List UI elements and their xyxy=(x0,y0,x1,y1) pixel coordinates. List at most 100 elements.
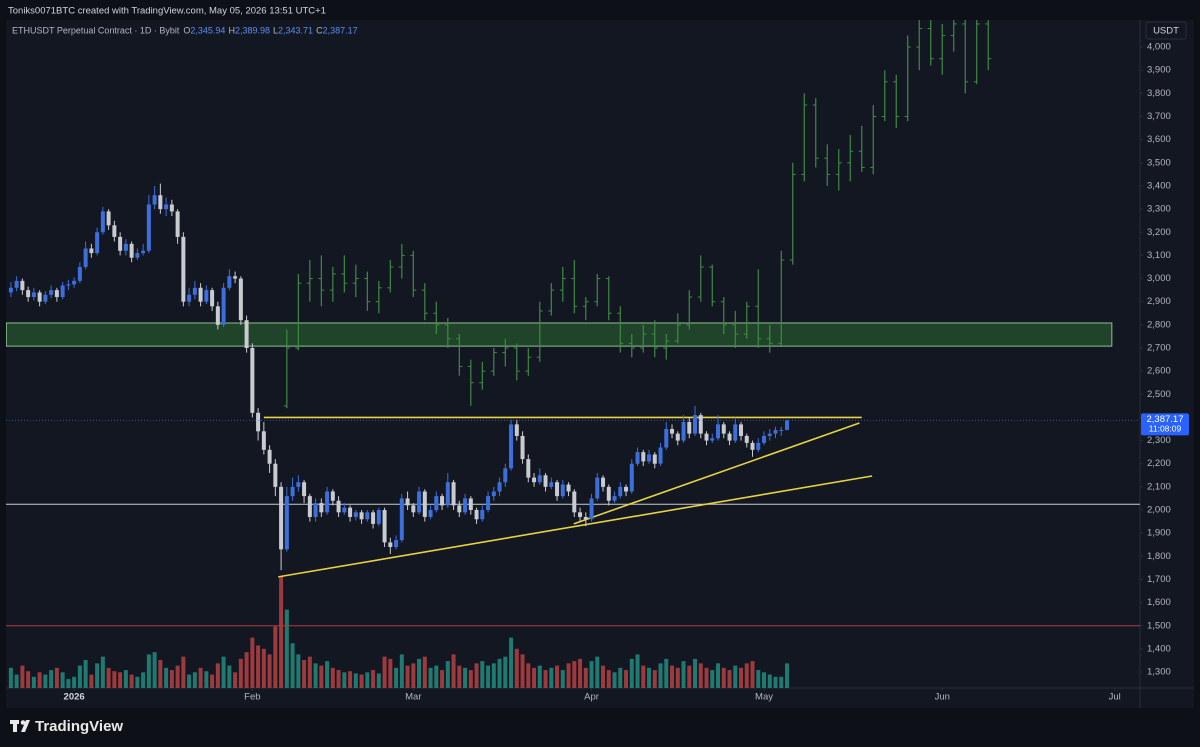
volume-bar xyxy=(428,667,433,688)
x-tick-label: Apr xyxy=(584,692,599,703)
candle-body xyxy=(250,347,255,413)
brand: TradingView xyxy=(35,718,123,735)
volume-bar xyxy=(66,679,71,688)
volume-bar xyxy=(721,667,726,688)
candle-body xyxy=(106,211,111,226)
candle-body xyxy=(555,482,560,497)
volume-bar xyxy=(664,658,669,688)
y-tick-label: 3,400 xyxy=(1147,180,1171,191)
candle-body xyxy=(313,503,318,517)
volume-bar xyxy=(382,656,387,688)
candle-body xyxy=(468,498,473,511)
volume-bar xyxy=(238,658,243,688)
candle-body xyxy=(739,424,744,436)
candle-body xyxy=(169,204,174,212)
candle-body xyxy=(388,542,393,548)
volume-bar xyxy=(405,665,410,688)
candle-body xyxy=(279,486,284,550)
volume-bar xyxy=(353,673,358,688)
candle-body xyxy=(371,512,376,524)
candle-body xyxy=(612,496,617,501)
volume-bar xyxy=(60,672,65,688)
volume-bar xyxy=(606,670,611,688)
volume-bar xyxy=(100,656,105,688)
trend-line xyxy=(278,475,873,578)
volume-bar xyxy=(164,667,169,688)
currency: USDT xyxy=(1153,26,1179,37)
candle-body xyxy=(566,484,571,492)
volume-bar xyxy=(284,609,289,688)
volume-bar xyxy=(330,667,335,688)
volume-bar xyxy=(43,674,48,688)
volume-bar xyxy=(486,665,491,688)
candle-body xyxy=(112,225,117,237)
candle-body xyxy=(451,482,456,506)
candle-body xyxy=(560,484,565,497)
candle-body xyxy=(744,435,749,443)
candle-body xyxy=(54,290,59,298)
volume-bar xyxy=(652,670,657,688)
volume-bar xyxy=(698,663,703,688)
candle-body xyxy=(572,491,577,513)
volume-bar xyxy=(210,674,215,688)
candle-body xyxy=(647,454,652,462)
candle-body xyxy=(376,510,381,524)
candle-body xyxy=(146,204,151,251)
y-tick-label: 3,600 xyxy=(1147,134,1171,145)
candle-body xyxy=(215,306,220,325)
y-tick-label: 3,300 xyxy=(1147,204,1171,215)
candle-body xyxy=(290,486,295,497)
volume-bar xyxy=(641,665,646,688)
candle-body xyxy=(652,454,657,464)
candle-body xyxy=(26,290,31,298)
volume-bar xyxy=(348,671,353,688)
candle-body xyxy=(77,266,82,281)
candle-body xyxy=(721,424,726,434)
candle-body xyxy=(670,428,675,434)
candle-body xyxy=(658,447,663,464)
volume-bar xyxy=(14,674,19,688)
volume-bar xyxy=(106,667,111,688)
volume-bar xyxy=(181,656,186,688)
volume-bar xyxy=(670,665,675,688)
volume-bar xyxy=(422,656,427,688)
y-tick-label: 1,400 xyxy=(1147,643,1171,654)
volume-bar xyxy=(560,670,565,688)
volume-bar xyxy=(20,665,25,688)
candle-body xyxy=(164,204,169,210)
volume-bar xyxy=(95,663,100,688)
legend-value: 2,343.71 xyxy=(278,25,313,35)
volume-bar xyxy=(555,665,560,688)
legend-value: 2,345.94 xyxy=(190,25,225,35)
volume-bar xyxy=(77,665,82,688)
candle-body xyxy=(66,284,71,286)
x-tick-label: Mar xyxy=(405,692,421,703)
y-tick-label: 2,000 xyxy=(1147,505,1171,516)
volume-bar xyxy=(307,656,312,688)
candle-body xyxy=(359,512,364,520)
volume-bar xyxy=(192,672,197,688)
candle-body xyxy=(325,491,330,513)
last-price-box xyxy=(1141,413,1189,436)
volume-bar xyxy=(773,676,778,688)
candle-body xyxy=(463,498,468,513)
volume-bar xyxy=(279,576,284,688)
volume-bar xyxy=(566,663,571,688)
candle-body xyxy=(767,433,772,436)
candle-body xyxy=(307,496,312,517)
candle-body xyxy=(319,503,324,513)
candle-body xyxy=(31,292,36,298)
volume-bar xyxy=(681,661,686,688)
y-tick-label: 1,800 xyxy=(1147,551,1171,562)
candle-body xyxy=(261,431,266,450)
volume-bar xyxy=(624,670,629,688)
y-tick-label: 2,200 xyxy=(1147,458,1171,469)
volume-bar xyxy=(572,661,577,688)
volume-bar xyxy=(267,654,272,688)
volume-bar xyxy=(779,676,784,688)
y-tick-label: 2,900 xyxy=(1147,296,1171,307)
volume-bar xyxy=(445,661,450,688)
candle-body xyxy=(89,248,94,254)
candle-body xyxy=(532,477,537,483)
